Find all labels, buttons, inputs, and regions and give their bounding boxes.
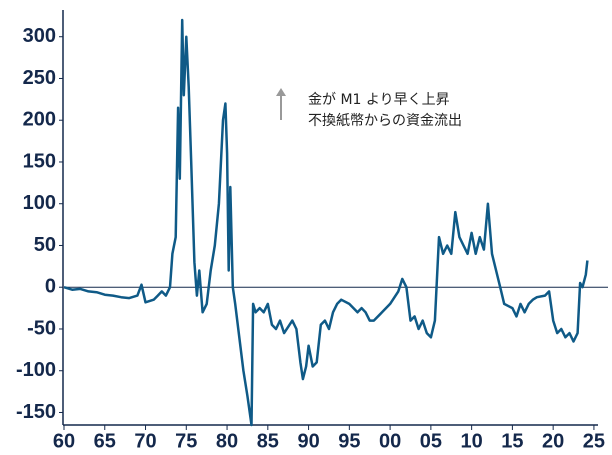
x-tick-label: 20 (542, 430, 564, 452)
y-tick-label: -100 (16, 359, 56, 381)
data-line (63, 18, 589, 427)
x-tick-label: 70 (134, 430, 156, 452)
x-tick-label: 90 (297, 430, 319, 452)
x-tick-label: 05 (420, 430, 442, 452)
x-tick-label: 95 (338, 430, 360, 452)
y-tick-label: 50 (34, 234, 56, 256)
x-tick-label: 25 (583, 430, 605, 452)
x-tick-label: 00 (379, 430, 401, 452)
x-tick-label: 80 (216, 430, 238, 452)
annotation: 不換紙幣からの資金流出 (308, 113, 462, 129)
x-tick-label: 60 (53, 430, 75, 452)
arrow-head (276, 88, 286, 96)
annotation: 金が M1 より早く上昇 (308, 92, 450, 108)
y-tick-label: 100 (23, 192, 56, 214)
y-tick-label: -150 (16, 401, 56, 423)
x-tick-label: 10 (461, 430, 483, 452)
x-tick-label: 15 (501, 430, 523, 452)
x-tick-label: 65 (94, 430, 116, 452)
y-tick-label: 300 (23, 25, 56, 47)
y-tick-label: 250 (23, 67, 56, 89)
y-tick-label: 0 (45, 276, 56, 298)
y-tick-label: -50 (27, 317, 56, 339)
y-tick-label: 200 (23, 109, 56, 131)
x-tick-label: 85 (257, 430, 279, 452)
x-tick-label: 75 (175, 430, 197, 452)
y-tick-label: 150 (23, 150, 56, 172)
